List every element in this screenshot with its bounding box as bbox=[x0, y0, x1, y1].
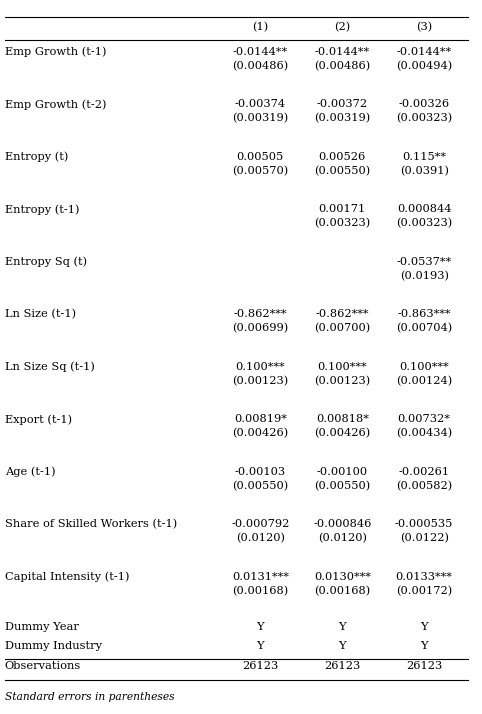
Text: 0.00526: 0.00526 bbox=[319, 151, 366, 161]
Text: Y: Y bbox=[420, 622, 428, 632]
Text: 0.00819*: 0.00819* bbox=[234, 414, 287, 424]
Text: (0.00168): (0.00168) bbox=[314, 585, 370, 596]
Text: Ln Size Sq (t-1): Ln Size Sq (t-1) bbox=[5, 361, 94, 372]
Text: Dummy Industry: Dummy Industry bbox=[5, 640, 102, 650]
Text: (0.0120): (0.0120) bbox=[236, 533, 285, 543]
Text: (0.00699): (0.00699) bbox=[232, 323, 288, 333]
Text: -0.000535: -0.000535 bbox=[395, 519, 454, 529]
Text: -0.862***: -0.862*** bbox=[234, 309, 287, 319]
Text: (2): (2) bbox=[334, 21, 350, 32]
Text: -0.00374: -0.00374 bbox=[235, 99, 286, 109]
Text: (0.00168): (0.00168) bbox=[232, 585, 288, 596]
Text: (0.00323): (0.00323) bbox=[396, 218, 452, 228]
Text: 0.000844: 0.000844 bbox=[397, 204, 452, 214]
Text: Y: Y bbox=[338, 622, 346, 632]
Text: (0.00426): (0.00426) bbox=[232, 428, 288, 438]
Text: 0.100***: 0.100*** bbox=[318, 361, 367, 371]
Text: 26123: 26123 bbox=[324, 661, 361, 671]
Text: (0.0122): (0.0122) bbox=[400, 533, 449, 543]
Text: Y: Y bbox=[338, 640, 346, 650]
Text: 0.0131***: 0.0131*** bbox=[232, 572, 289, 582]
Text: 0.0133***: 0.0133*** bbox=[396, 572, 453, 582]
Text: Share of Skilled Workers (t-1): Share of Skilled Workers (t-1) bbox=[5, 519, 177, 529]
Text: (0.00570): (0.00570) bbox=[232, 166, 288, 176]
Text: (3): (3) bbox=[416, 21, 432, 32]
Text: -0.00261: -0.00261 bbox=[399, 466, 450, 476]
Text: (0.00700): (0.00700) bbox=[314, 323, 370, 333]
Text: Y: Y bbox=[256, 640, 264, 650]
Text: -0.00326: -0.00326 bbox=[399, 99, 450, 109]
Text: (0.00124): (0.00124) bbox=[396, 376, 452, 386]
Text: (0.00486): (0.00486) bbox=[314, 61, 370, 71]
Text: -0.0144**: -0.0144** bbox=[397, 46, 452, 56]
Text: Observations: Observations bbox=[5, 661, 81, 671]
Text: 0.00818*: 0.00818* bbox=[316, 414, 369, 424]
Text: 0.115**: 0.115** bbox=[402, 151, 446, 161]
Text: Entropy Sq (t): Entropy Sq (t) bbox=[5, 256, 87, 267]
Text: (0.00550): (0.00550) bbox=[232, 481, 288, 491]
Text: -0.0144**: -0.0144** bbox=[315, 46, 370, 56]
Text: (1): (1) bbox=[252, 21, 268, 32]
Text: 0.00505: 0.00505 bbox=[237, 151, 284, 161]
Text: -0.862***: -0.862*** bbox=[316, 309, 369, 319]
Text: (0.00319): (0.00319) bbox=[314, 113, 370, 124]
Text: (0.00172): (0.00172) bbox=[396, 585, 452, 596]
Text: Ln Size (t-1): Ln Size (t-1) bbox=[5, 309, 76, 319]
Text: Entropy (t-1): Entropy (t-1) bbox=[5, 204, 80, 215]
Text: (0.00550): (0.00550) bbox=[314, 166, 370, 176]
Text: Age (t-1): Age (t-1) bbox=[5, 466, 55, 477]
Text: Emp Growth (t-1): Emp Growth (t-1) bbox=[5, 46, 107, 57]
Text: (0.0391): (0.0391) bbox=[400, 166, 449, 176]
Text: (0.00319): (0.00319) bbox=[232, 113, 288, 124]
Text: -0.000792: -0.000792 bbox=[231, 519, 290, 529]
Text: Emp Growth (t-2): Emp Growth (t-2) bbox=[5, 99, 107, 110]
Text: 26123: 26123 bbox=[242, 661, 279, 671]
Text: Export (t-1): Export (t-1) bbox=[5, 414, 72, 425]
Text: (0.00704): (0.00704) bbox=[396, 323, 452, 333]
Text: (0.00486): (0.00486) bbox=[232, 61, 288, 71]
Text: Standard errors in parentheses: Standard errors in parentheses bbox=[5, 692, 174, 702]
Text: -0.0537**: -0.0537** bbox=[397, 256, 452, 266]
Text: Capital Intensity (t-1): Capital Intensity (t-1) bbox=[5, 572, 129, 582]
Text: Y: Y bbox=[420, 640, 428, 650]
Text: (0.00494): (0.00494) bbox=[396, 61, 452, 71]
Text: (0.0193): (0.0193) bbox=[400, 271, 449, 281]
Text: 0.100***: 0.100*** bbox=[400, 361, 449, 371]
Text: (0.00323): (0.00323) bbox=[314, 218, 370, 228]
Text: (0.00323): (0.00323) bbox=[396, 113, 452, 124]
Text: 0.00732*: 0.00732* bbox=[398, 414, 451, 424]
Text: Dummy Year: Dummy Year bbox=[5, 622, 79, 632]
Text: (0.00426): (0.00426) bbox=[314, 428, 370, 438]
Text: -0.000846: -0.000846 bbox=[313, 519, 372, 529]
Text: (0.0120): (0.0120) bbox=[318, 533, 367, 543]
Text: (0.00550): (0.00550) bbox=[314, 481, 370, 491]
Text: 0.00171: 0.00171 bbox=[319, 204, 366, 214]
Text: 0.0130***: 0.0130*** bbox=[314, 572, 371, 582]
Text: -0.00103: -0.00103 bbox=[235, 466, 286, 476]
Text: Entropy (t): Entropy (t) bbox=[5, 151, 68, 162]
Text: (0.00582): (0.00582) bbox=[396, 481, 452, 491]
Text: 0.100***: 0.100*** bbox=[236, 361, 285, 371]
Text: (0.00123): (0.00123) bbox=[314, 376, 370, 386]
Text: -0.0144**: -0.0144** bbox=[233, 46, 288, 56]
Text: (0.00123): (0.00123) bbox=[232, 376, 288, 386]
Text: 26123: 26123 bbox=[406, 661, 442, 671]
Text: -0.863***: -0.863*** bbox=[398, 309, 451, 319]
Text: -0.00372: -0.00372 bbox=[317, 99, 368, 109]
Text: -0.00100: -0.00100 bbox=[317, 466, 368, 476]
Text: (0.00434): (0.00434) bbox=[396, 428, 452, 438]
Text: Y: Y bbox=[256, 622, 264, 632]
